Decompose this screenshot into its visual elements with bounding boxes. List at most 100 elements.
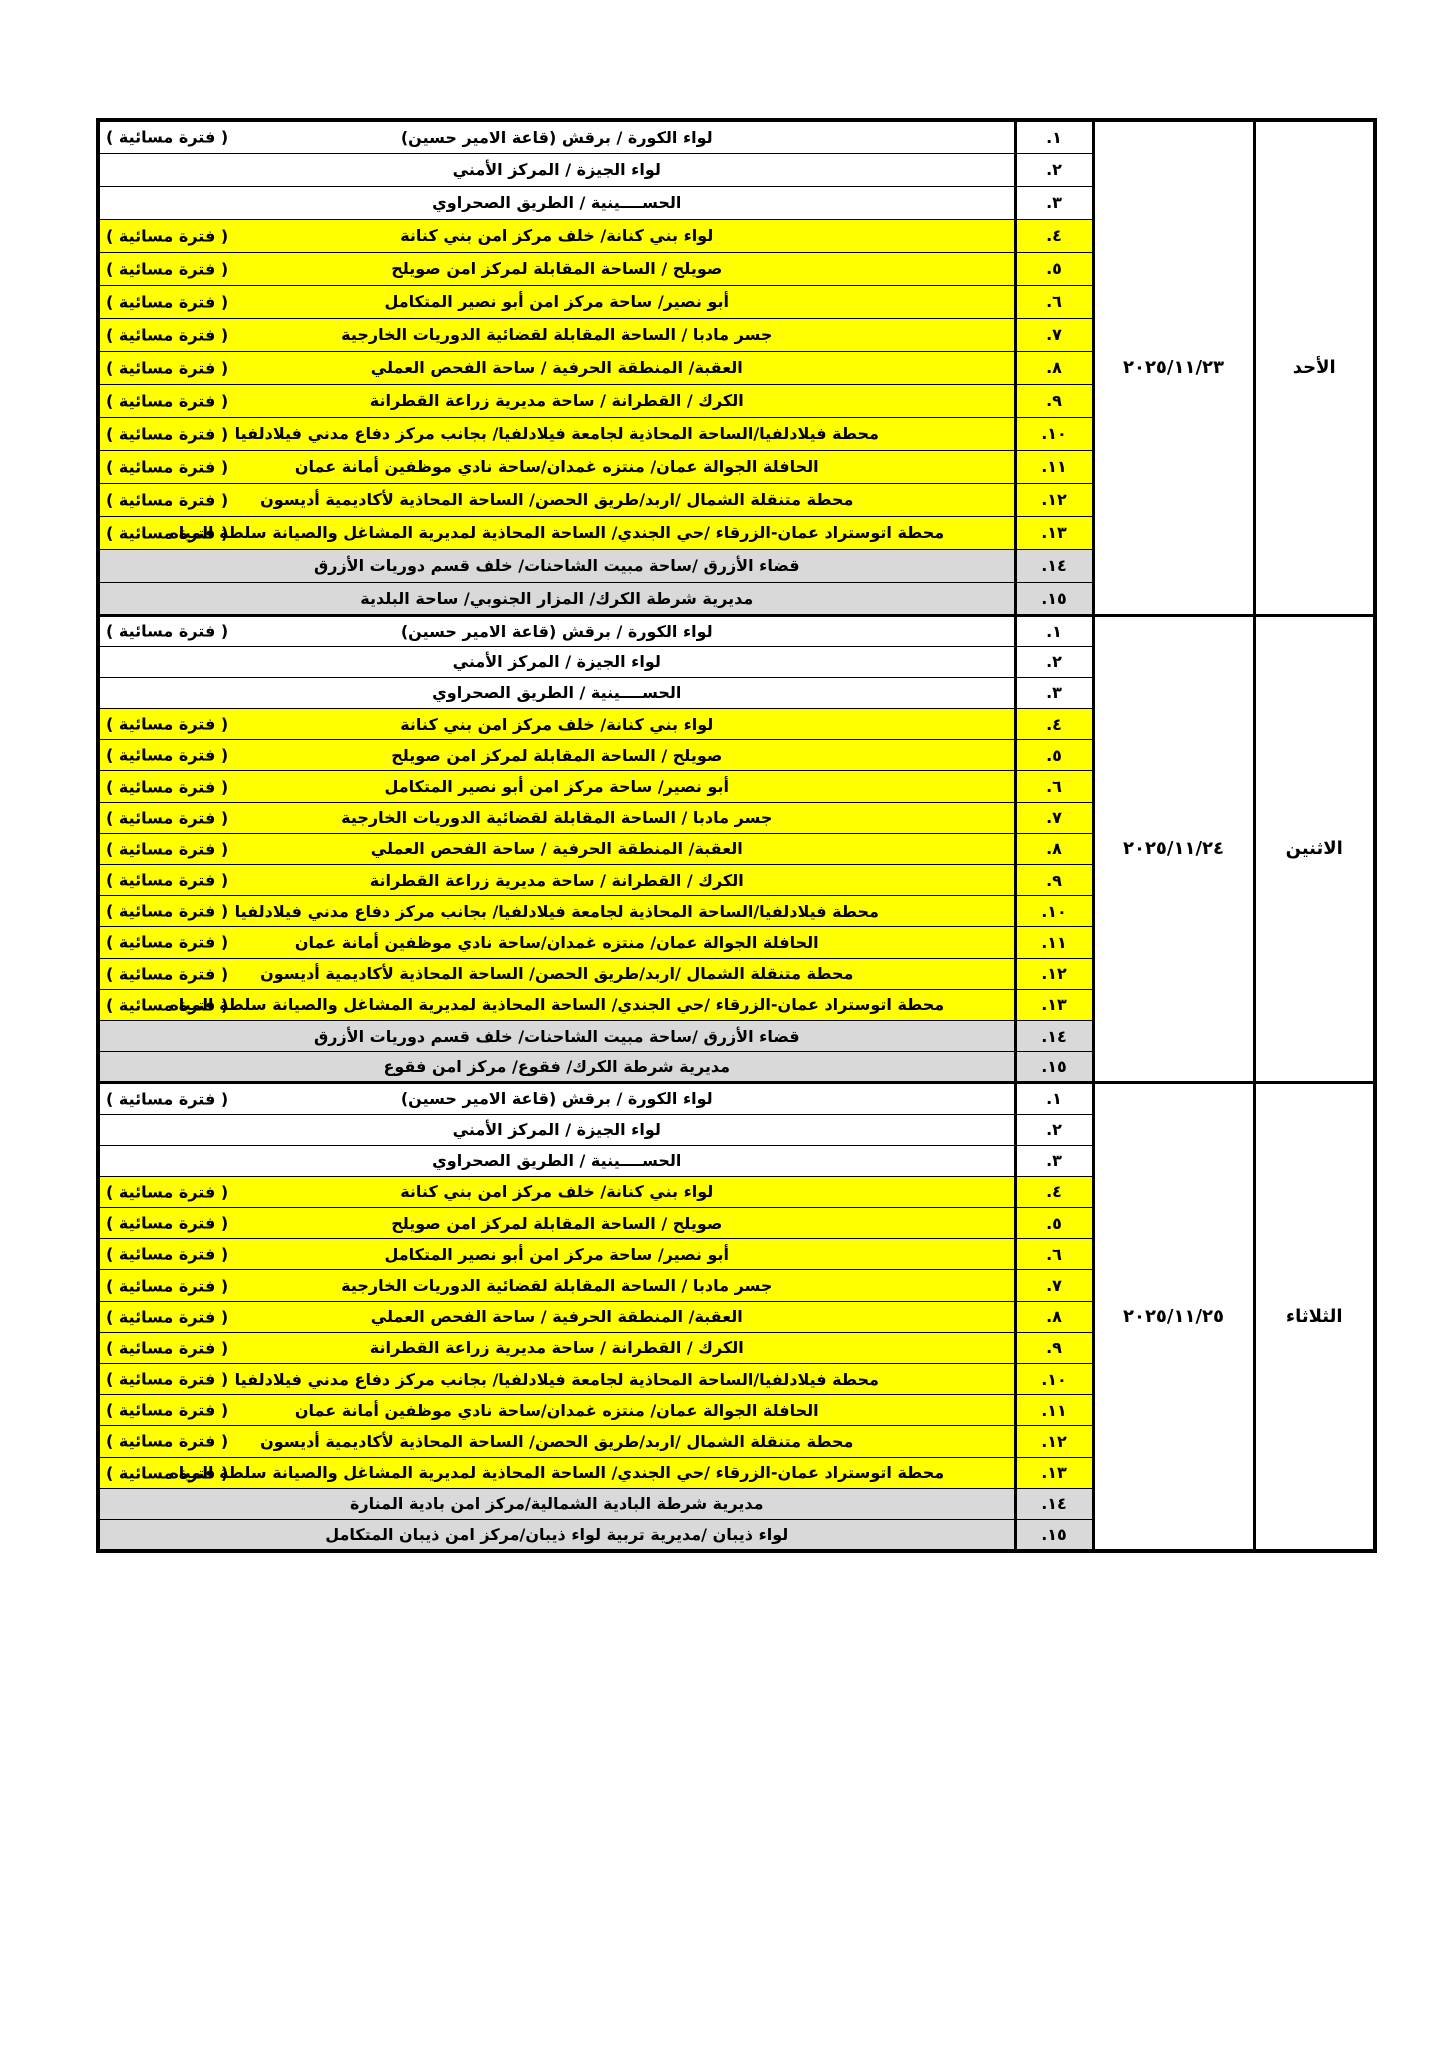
location-text: مديرية شرطة الكرك/ فقوع/ مركز امن فقوع [383, 1057, 731, 1077]
location-text: الحافلة الجوالة عمان/ منتزه غمدان/ساحة ن… [294, 932, 819, 952]
row-number: ٤. [1013, 1175, 1095, 1209]
schedule-row: ٢. لواء الجيزة / المركز الأمني [97, 645, 1375, 678]
row-number: ١٥. [1013, 581, 1095, 616]
location-text: لواء ذيبان /مديرية تربية لواء ذيبان/مركز… [325, 1524, 789, 1544]
location-text: لواء الجيزة / المركز الأمني [452, 1120, 661, 1140]
location-cell: لواء ذيبان /مديرية تربية لواء ذيبان/مركز… [97, 1518, 1016, 1552]
evening-note: ( فترة مسائية ) [106, 1400, 229, 1420]
schedule-row: ١٠. محطة فيلادلفيا/الساحة المحاذية لجامعة… [97, 1362, 1375, 1396]
schedule-row: ٢. لواء الجيزة / المركز الأمني [97, 152, 1375, 187]
location-cell: الكرك / القطرانة / ساحة مديرية زراعة الق… [97, 863, 1016, 897]
row-number: ٢. [1013, 645, 1095, 678]
evening-note: ( فترة مسائية ) [106, 1244, 229, 1264]
location-text: لواء بني كنانة/ خلف مركز امن بني كنانة [400, 714, 714, 734]
row-number: ١١. [1013, 926, 1095, 959]
location-text: جسر مادبا / الساحة المقابلة لقضائية الدو… [341, 1276, 773, 1296]
schedule-row: ٨. العقبة/ المنطقة الحرفية / ساحة الفحص ا… [97, 1300, 1375, 1333]
location-text: لواء بني كنانة/ خلف مركز امن بني كنانة [400, 226, 714, 245]
evening-note: ( فترة مسائية ) [106, 995, 229, 1015]
evening-note: ( فترة مسائية ) [106, 714, 229, 734]
location-text: الحســــينية / الطريق الصحراوي [432, 683, 682, 703]
schedule-row: ٦. أبو نصير/ ساحة مركز امن أبو نصير المتك… [97, 284, 1375, 319]
location-text: محطة متنقلة الشمال /اربد/طريق الحصن/ الس… [260, 1431, 854, 1451]
location-cell: محطة متنقلة الشمال /اربد/طريق الحصن/ الس… [97, 1425, 1016, 1458]
location-cell: أبو نصير/ ساحة مركز امن أبو نصير المتكام… [97, 1238, 1016, 1271]
schedule-row: ٥. صويلح / الساحة المقابلة لمركز امن صويل… [97, 739, 1375, 772]
row-number: ٦. [1013, 1238, 1095, 1271]
location-cell: صويلح / الساحة المقابلة لمركز امن صويلح (… [97, 739, 1016, 772]
schedule-row: الأحد ٢٠٢٥/١١/٢٣ ١. لواء الكورة / برقش (قاع… [97, 118, 1377, 617]
location-cell: الكرك / القطرانة / ساحة مديرية زراعة الق… [97, 1331, 1016, 1365]
date-cell: ٢٠٢٥/١١/٢٥ [1091, 1081, 1256, 1553]
evening-note: ( فترة مسائية ) [106, 808, 229, 828]
row-number: ١٠. [1013, 895, 1095, 928]
row-number: ٩. [1013, 1331, 1095, 1365]
location-text: العقبة/ المنطقة الحرفية / ساحة الفحص الع… [370, 839, 743, 859]
location-cell: الحافلة الجوالة عمان/ منتزه غمدان/ساحة ن… [97, 926, 1016, 959]
row-number: ٧. [1013, 317, 1095, 352]
location-cell: أبو نصير/ ساحة مركز امن أبو نصير المتكام… [97, 284, 1016, 319]
location-text: أبو نصير/ ساحة مركز امن أبو نصير المتكام… [384, 1244, 730, 1264]
location-cell: الحســــينية / الطريق الصحراوي [97, 185, 1016, 220]
location-cell: لواء الكورة / برقش (قاعة الامير حسين) ( ف… [97, 1082, 1016, 1115]
schedule-row: ٧. جسر مادبا / الساحة المقابلة لقضائية ال… [97, 801, 1375, 834]
location-cell: محطة اتوستراد عمان-الزرقاء /حي الجندي/ ا… [97, 988, 1016, 1021]
schedule-row: ٩. الكرك / القطرانة / ساحة مديرية زراعة ا… [97, 863, 1375, 897]
location-text: لواء الكورة / برقش (قاعة الامير حسين) [400, 1089, 713, 1109]
location-cell: الكرك / القطرانة / ساحة مديرية زراعة الق… [97, 383, 1016, 418]
location-cell: لواء الجيزة / المركز الأمني [97, 645, 1016, 678]
schedule-row: ٥. صويلح / الساحة المقابلة لمركز امن صويل… [97, 1207, 1375, 1240]
schedule-row: ٦. أبو نصير/ ساحة مركز امن أبو نصير المتك… [97, 770, 1375, 803]
evening-note: ( فترة مسائية ) [106, 621, 229, 641]
location-cell: مديرية شرطة الكرك/ المزار الجنوبي/ ساحة … [97, 581, 1016, 616]
location-text: الكرك / القطرانة / ساحة مديرية زراعة الق… [369, 1338, 744, 1358]
row-number: ١. [1013, 1082, 1095, 1115]
evening-note: ( فترة مسائية ) [106, 964, 229, 984]
location-cell: العقبة/ المنطقة الحرفية / ساحة الفحص الع… [97, 350, 1016, 385]
schedule-row: ١١. الحافلة الجوالة عمان/ منتزه غمدان/ساح… [97, 926, 1375, 959]
location-cell: مديرية شرطة الكرك/ فقوع/ مركز امن فقوع [97, 1051, 1016, 1084]
location-cell: الحســــينية / الطريق الصحراوي [97, 1144, 1016, 1177]
schedule-row: ٦. أبو نصير/ ساحة مركز امن أبو نصير المتك… [97, 1238, 1375, 1271]
evening-note: ( فترة مسائية ) [106, 1213, 229, 1233]
location-text: قضاء الأزرق /ساحة مبيت الشاحنات/ خلف قسم… [313, 1026, 800, 1046]
evening-note: ( فترة مسائية ) [106, 457, 229, 476]
schedule-row: ١٣. محطة اتوستراد عمان-الزرقاء /حي الجندي… [97, 988, 1375, 1021]
row-number: ٦. [1013, 770, 1095, 803]
location-cell: جسر مادبا / الساحة المقابلة لقضائية الدو… [97, 317, 1016, 352]
location-cell: لواء الكورة / برقش (قاعة الامير حسين) ( ف… [97, 614, 1016, 647]
location-text: لواء الجيزة / المركز الأمني [452, 652, 661, 672]
row-number: ١١. [1013, 1394, 1095, 1427]
day-cell: الاثنين [1252, 613, 1377, 1085]
row-number: ١٣. [1013, 988, 1095, 1021]
schedule-row: ٣. الحســــينية / الطريق الصحراوي [97, 676, 1375, 710]
schedule-row: ٤. لواء بني كنانة/ خلف مركز امن بني كنانة… [97, 218, 1375, 253]
evening-note: ( فترة مسائية ) [106, 1089, 229, 1109]
row-number: ٨. [1013, 1300, 1095, 1333]
evening-note: ( فترة مسائية ) [106, 839, 229, 859]
evening-note: ( فترة مسائية ) [106, 523, 229, 542]
location-text: محطة فيلادلفيا/الساحة المحاذية لجامعة في… [234, 901, 879, 921]
schedule-row: ١٥. لواء ذيبان /مديرية تربية لواء ذيبان/م… [97, 1518, 1375, 1552]
location-cell: العقبة/ المنطقة الحرفية / ساحة الفحص الع… [97, 1300, 1016, 1333]
location-text: لواء بني كنانة/ خلف مركز امن بني كنانة [400, 1182, 714, 1202]
location-text: مديرية شرطة الكرك/ المزار الجنوبي/ ساحة … [360, 588, 754, 608]
evening-note: ( فترة مسائية ) [106, 358, 229, 377]
row-number: ٥. [1013, 251, 1095, 286]
location-cell: لواء الكورة / برقش (قاعة الامير حسين) ( ف… [97, 119, 1016, 154]
location-text: الحســــينية / الطريق الصحراوي [432, 1151, 682, 1171]
location-cell: جسر مادبا / الساحة المقابلة لقضائية الدو… [97, 801, 1016, 834]
evening-note: ( فترة مسائية ) [106, 391, 229, 410]
location-cell: الحافلة الجوالة عمان/ منتزه غمدان/ساحة ن… [97, 449, 1016, 484]
location-text: الحافلة الجوالة عمان/ منتزه غمدان/ساحة ن… [294, 1400, 819, 1420]
location-cell: محطة فيلادلفيا/الساحة المحاذية لجامعة في… [97, 895, 1016, 928]
row-number: ٦. [1013, 284, 1095, 319]
location-text: أبو نصير/ ساحة مركز امن أبو نصير المتكام… [384, 777, 730, 797]
schedule-table: الأحد ٢٠٢٥/١١/٢٣ ١. لواء الكورة / برقش (قاع… [96, 118, 1377, 1553]
schedule-row: ١٤. مديرية شرطة البادية الشمالية/مركز امن… [97, 1487, 1375, 1520]
day-block: الثلاثاء ٢٠٢٥/١١/٢٥ ١. لواء الكورة / برقش (… [97, 1081, 1377, 1553]
evening-note: ( فترة مسائية ) [106, 1463, 229, 1483]
location-text: العقبة/ المنطقة الحرفية / ساحة الفحص الع… [370, 358, 743, 377]
row-number: ٩. [1013, 863, 1095, 897]
location-cell: محطة فيلادلفيا/الساحة المحاذية لجامعة في… [97, 1362, 1016, 1396]
